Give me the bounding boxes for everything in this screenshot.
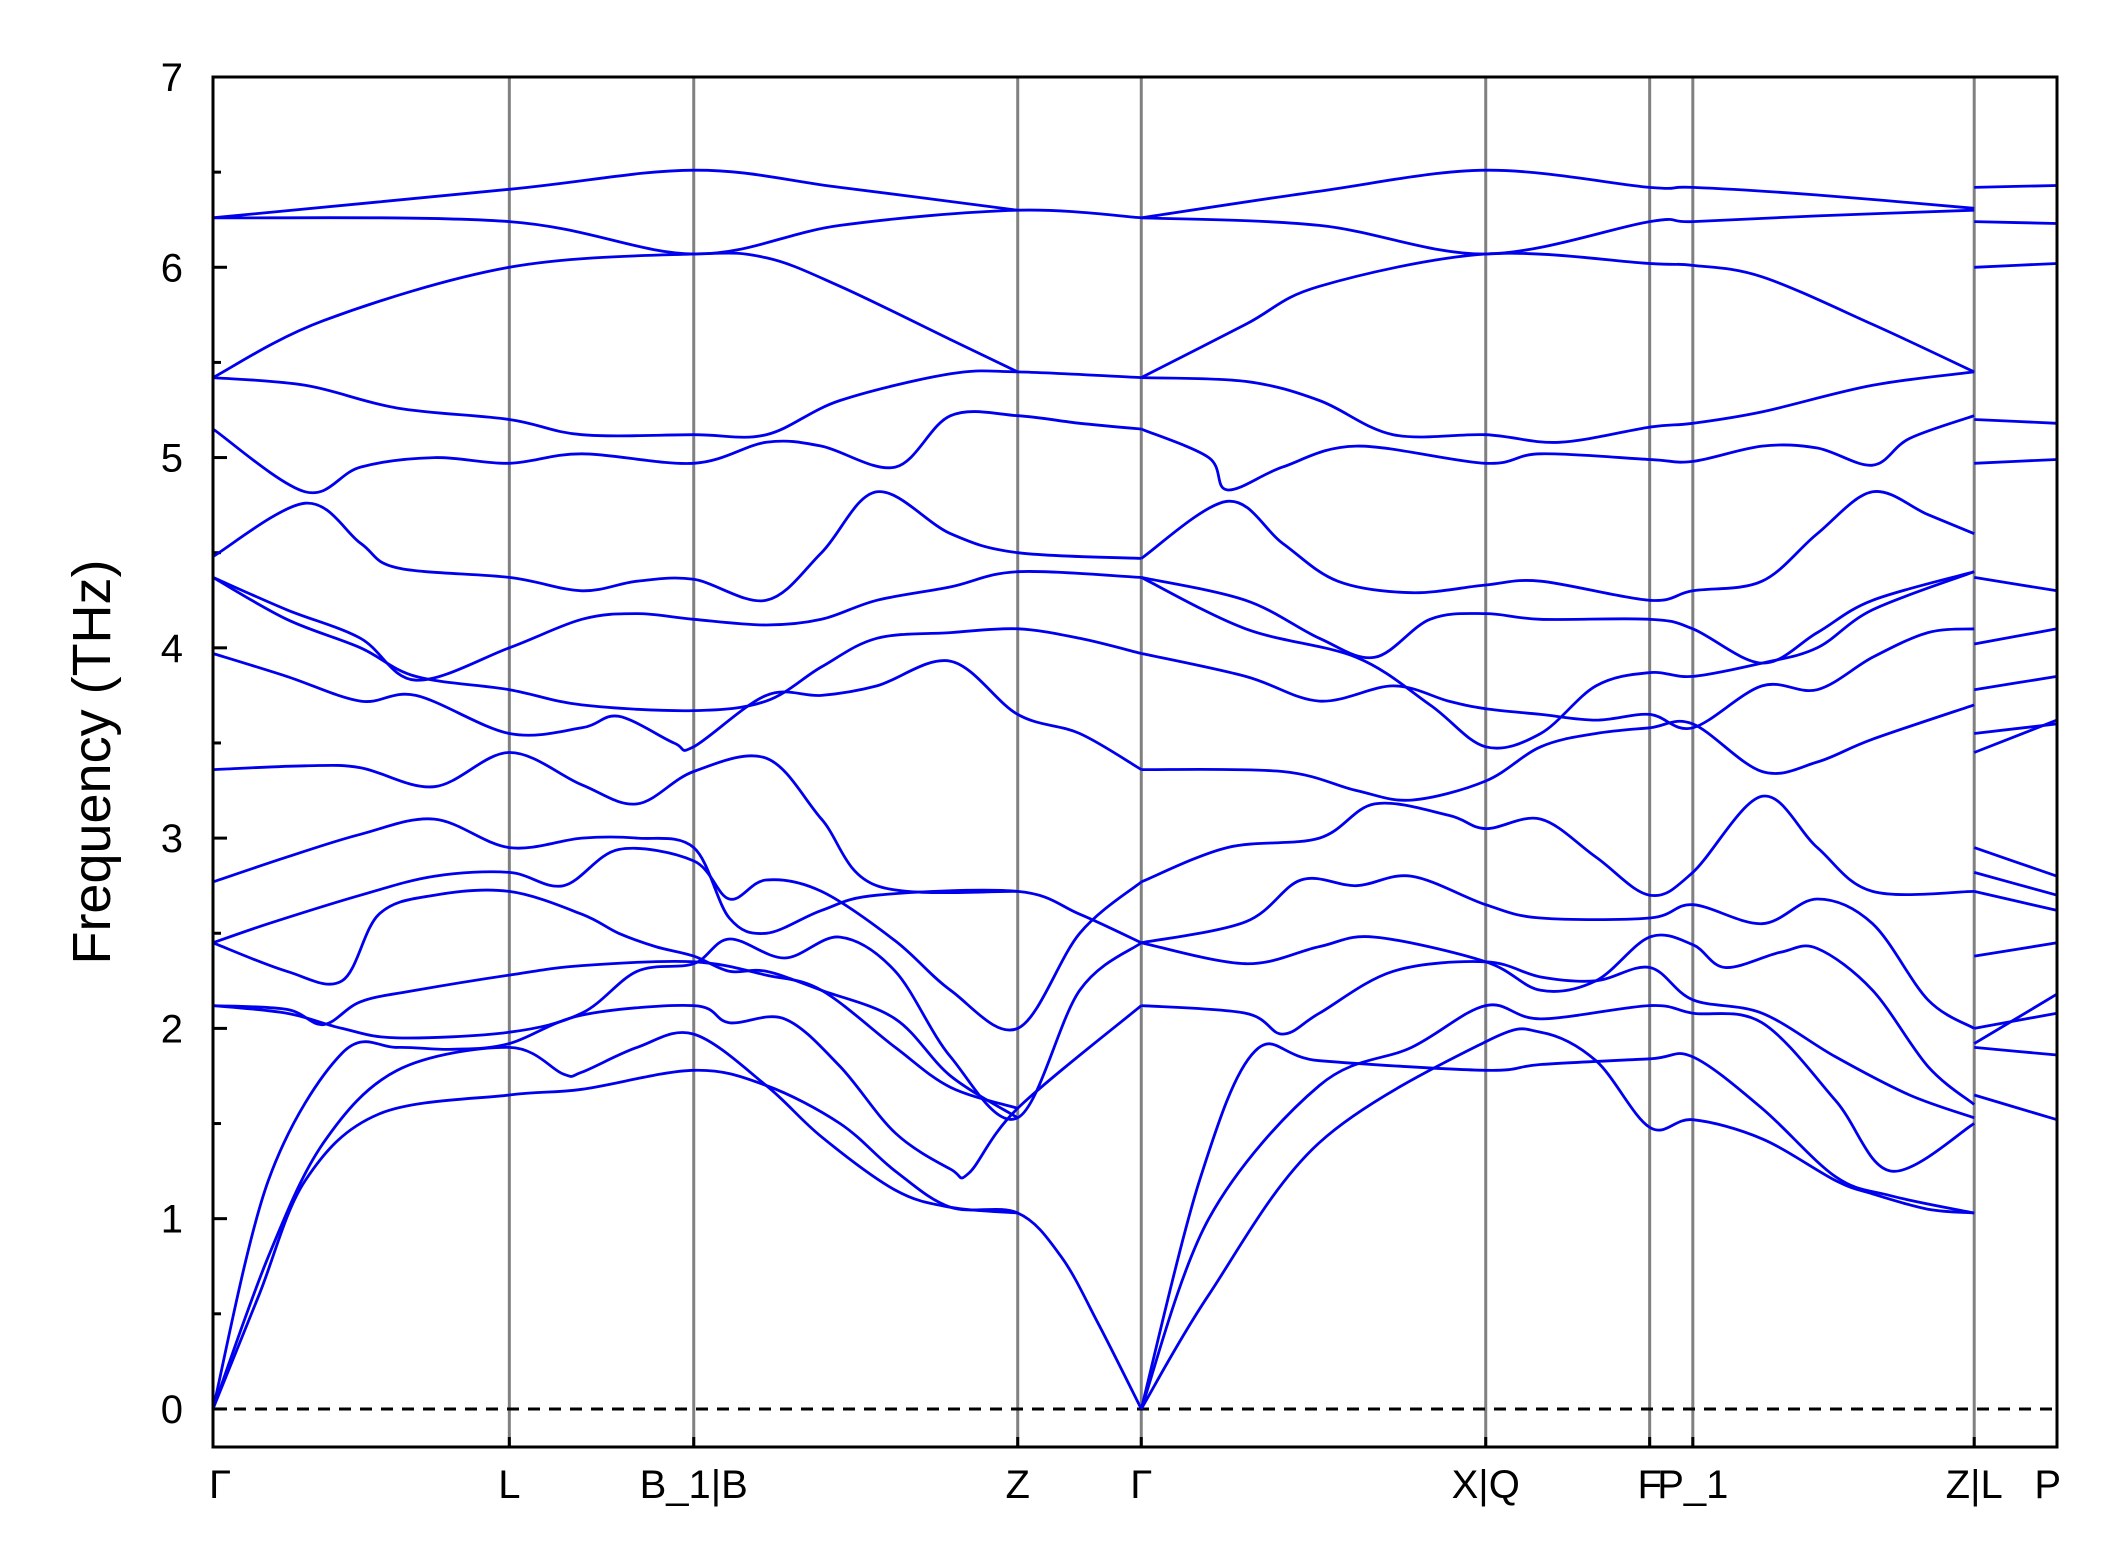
x-tick-label: F bbox=[1637, 1463, 1661, 1507]
band-line-33 bbox=[1141, 208, 1975, 256]
y-tick-label: 3 bbox=[161, 817, 183, 861]
y-axis-title: Frequency (THz) bbox=[62, 559, 122, 964]
band-line-17 bbox=[212, 168, 1018, 220]
vertical-lines bbox=[507, 77, 1976, 1447]
band-line-7 bbox=[212, 817, 1142, 945]
band-line-35 bbox=[1974, 184, 2058, 189]
band-line-30 bbox=[1140, 414, 1975, 492]
x-tick-label: P bbox=[2034, 1463, 2061, 1507]
band-line-2 bbox=[211, 1003, 1143, 1410]
band-line-31 bbox=[1141, 370, 1975, 444]
band-line-47 bbox=[1973, 890, 2058, 912]
band-line-19 bbox=[1139, 1003, 1975, 1410]
band-line-20 bbox=[1139, 1042, 1975, 1410]
band-line-15 bbox=[212, 251, 1019, 379]
band-line-38 bbox=[1974, 418, 2058, 425]
band-line-27 bbox=[1140, 570, 1975, 750]
x-tick-label: Γ bbox=[209, 1463, 231, 1507]
band-line-36 bbox=[1974, 220, 2058, 225]
band-line-49 bbox=[1973, 1011, 2058, 1030]
x-tick-label: L bbox=[498, 1463, 520, 1507]
x-tick-label: B_1|B bbox=[640, 1463, 748, 1507]
y-tick-label: 6 bbox=[161, 246, 183, 290]
band-line-8 bbox=[212, 751, 1018, 895]
band-line-50 bbox=[1973, 992, 2058, 1045]
x-tick-label: X|Q bbox=[1452, 1463, 1520, 1507]
band-line-16 bbox=[212, 208, 1142, 256]
band-line-24 bbox=[1140, 794, 1975, 898]
band-line-28 bbox=[1141, 570, 1975, 665]
bands bbox=[211, 168, 2058, 1410]
y-tick-label: 2 bbox=[161, 1007, 183, 1051]
band-line-42 bbox=[1973, 675, 2058, 692]
band-line-41 bbox=[1973, 627, 2058, 646]
band-line-37 bbox=[1974, 262, 2058, 269]
band-line-48 bbox=[1973, 941, 2058, 958]
band-line-21 bbox=[1141, 960, 1975, 1120]
band-line-23 bbox=[1141, 874, 1975, 1030]
x-tick-label: P_1 bbox=[1657, 1463, 1728, 1507]
band-line-43 bbox=[1974, 722, 2058, 735]
y-tick-label: 4 bbox=[161, 627, 183, 671]
band-line-34 bbox=[1141, 168, 1975, 220]
band-line-11 bbox=[212, 570, 1142, 682]
plot-frame bbox=[211, 75, 2059, 1449]
y-tick-label: 0 bbox=[161, 1388, 183, 1432]
y-tick-label: 1 bbox=[161, 1198, 183, 1242]
band-line-29 bbox=[1140, 490, 1975, 602]
x-tick-label: Z bbox=[1006, 1463, 1030, 1507]
band-line-6 bbox=[212, 846, 1143, 1032]
band-line-32 bbox=[1140, 251, 1975, 379]
x-tick-label: Z|L bbox=[1946, 1463, 2003, 1507]
band-line-18 bbox=[1140, 1027, 1975, 1410]
band-line-25 bbox=[1141, 703, 1975, 802]
y-tick-label: 7 bbox=[161, 56, 183, 100]
band-line-39 bbox=[1974, 458, 2058, 465]
band-line-0 bbox=[211, 1068, 1143, 1410]
band-line-5 bbox=[212, 888, 1019, 1119]
band-line-9 bbox=[212, 652, 1143, 771]
y-axis: 0 1 2 3 4 5 6 7 bbox=[161, 56, 227, 1432]
band-line-40 bbox=[1973, 576, 2058, 593]
band-line-22 bbox=[1141, 933, 1976, 1106]
band-line-14 bbox=[212, 369, 1142, 439]
band-line-44 bbox=[1973, 718, 2058, 754]
band-line-46 bbox=[1973, 871, 2058, 897]
band-line-45 bbox=[1973, 846, 2058, 878]
band-line-12 bbox=[212, 490, 1142, 603]
band-line-26 bbox=[1141, 627, 1975, 731]
band-line-10 bbox=[212, 576, 1142, 713]
x-tick-label: Γ bbox=[1130, 1463, 1152, 1507]
band-line-51 bbox=[1974, 1046, 2058, 1057]
band-line-1 bbox=[211, 1031, 1018, 1410]
y-tick-label: 5 bbox=[161, 437, 183, 481]
band-line-13 bbox=[212, 410, 1142, 495]
band-line-4 bbox=[212, 935, 1143, 1121]
x-axis: Γ L B_1|B Z Γ X|Q FP_1 Z|L P bbox=[209, 1437, 2061, 1507]
band-line-52 bbox=[1973, 1093, 2058, 1122]
